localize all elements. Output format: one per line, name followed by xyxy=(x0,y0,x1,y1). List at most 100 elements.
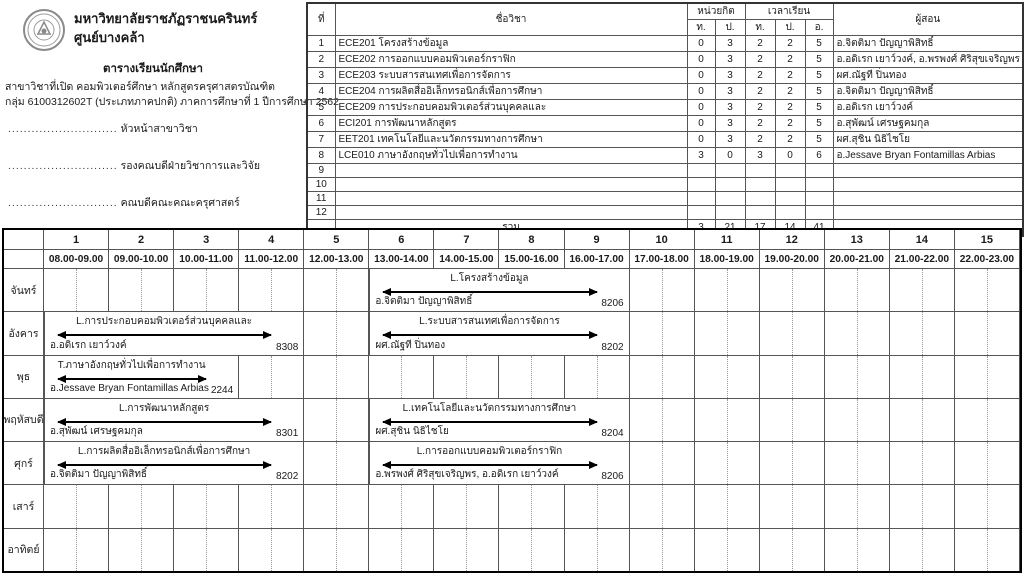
signature-dots: ............................ xyxy=(8,160,118,172)
time-cell xyxy=(695,269,760,312)
time-cell xyxy=(890,398,955,442)
course-value-3: 0 xyxy=(774,147,806,164)
period-number: 7 xyxy=(434,230,500,249)
period-number: 5 xyxy=(304,230,370,249)
subcol-self-study-hour: อ. xyxy=(804,19,834,36)
course-value-1: 3 xyxy=(714,115,746,132)
course-subject xyxy=(334,163,688,178)
course-value-2: 2 xyxy=(744,35,776,52)
time-cell xyxy=(825,485,890,528)
class-room: 8206 xyxy=(601,298,624,310)
course-value-1: 3 xyxy=(714,131,746,148)
time-cell xyxy=(434,528,500,572)
day-label: พุธ xyxy=(4,355,44,398)
day-row: อังคาร L.การประกอบคอมพิวเตอร์ส่วนบุคคลและ… xyxy=(4,312,1020,356)
time-cell xyxy=(369,485,435,528)
course-subject: ECI201 การพัฒนาหลักสูตร xyxy=(334,115,688,132)
period-number: 8 xyxy=(499,230,565,249)
period-number: 6 xyxy=(369,230,435,249)
time-cell xyxy=(630,269,695,312)
course-value-1: 3 xyxy=(714,51,746,68)
course-value-0 xyxy=(686,191,716,206)
course-value-4 xyxy=(804,163,834,178)
course-subject: ECE202 การออกแบบคอมพิวเตอร์กราฟิก xyxy=(334,51,688,68)
course-value-1: 3 xyxy=(714,67,746,84)
time-cell xyxy=(695,398,760,442)
course-no: 7 xyxy=(306,131,336,148)
period-times: 08.00-09.00 09.00-10.00 10.00-11.00 11.00-1… xyxy=(44,250,1020,268)
class-subject: L.โครงสร้างข้อมูล xyxy=(450,273,529,284)
time-cell xyxy=(890,485,955,528)
period-number: 12 xyxy=(760,230,825,249)
course-value-3: 2 xyxy=(774,115,806,132)
course-instructor: อ.สุพัฒน์ เศรษฐคมกุล xyxy=(832,115,1024,132)
class-instructor: อ.จิตติมา ปัญญาพิสิทธิ์ xyxy=(375,296,473,308)
course-value-0: 0 xyxy=(686,51,716,68)
class-subject: L.การประกอบคอมพิวเตอร์ส่วนบุคคลและ xyxy=(76,316,253,328)
course-value-1 xyxy=(714,205,746,220)
class-duration-arrow xyxy=(382,417,598,426)
class-instructor: อ.จิตติมา ปัญญาพิสิทธิ์ xyxy=(50,469,148,481)
day-label: พฤหัสบดี xyxy=(3,398,44,442)
period-number: 15 xyxy=(955,230,1020,249)
document-title: ตารางเรียนนักศึกษา xyxy=(102,63,203,75)
time-cell xyxy=(825,355,890,399)
class-room: 8204 xyxy=(601,428,624,440)
time-cell xyxy=(239,355,305,399)
course-subject: ECE209 การประกอบคอมพิวเตอร์ส่วนบุคคลและ xyxy=(334,99,688,116)
university-name-line: มหาวิทยาลัยราชภัฏราชนครินทร์ xyxy=(74,11,258,26)
course-instructor: อ.จิตติมา ปัญญาพิสิทธิ์ xyxy=(832,83,1024,100)
period-number: 3 xyxy=(174,230,240,249)
day-row: ศุกร์ L.การผลิตสื่ออิเล็กทรอนิกส์เพื่อการ… xyxy=(4,442,1020,486)
course-instructor: อ.อดิเรก เยาว์วงค์, อ.พรพงศ์ ศิริสุขเจริ… xyxy=(832,51,1024,68)
period-time: 14.00-15.00 xyxy=(434,250,500,268)
course-value-1 xyxy=(714,177,746,192)
time-cell xyxy=(695,442,760,485)
course-table-header-row: ที่ ชื่อวิชา หน่วยกิต เวลาเรียน ผู้สอน xyxy=(306,2,1024,36)
period-time: 16.00-17.00 xyxy=(565,250,630,268)
time-cell xyxy=(499,528,565,572)
period-time: 10.00-11.00 xyxy=(174,250,240,268)
course-no: 9 xyxy=(306,163,336,178)
time-cell xyxy=(695,485,760,528)
period-number: 10 xyxy=(630,230,695,249)
course-subject xyxy=(334,191,688,206)
time-cell xyxy=(825,442,890,485)
course-instructor xyxy=(832,191,1024,206)
time-cell xyxy=(760,312,825,355)
course-subject: EET201 เทคโนโลยีและนวัตกรรมทางการศึกษา xyxy=(334,131,688,148)
time-cell xyxy=(369,528,435,572)
class-duration-arrow xyxy=(382,331,598,340)
period-number: 13 xyxy=(825,230,890,249)
course-row: 8 LCE010 ภาษาอังกฤษทั่วไปเพื่อการทำงาน 3 0 3… xyxy=(306,147,1024,164)
course-instructor: อ.จิตติมา ปัญญาพิสิทธิ์ xyxy=(832,35,1024,52)
class-instructor: อ.สุพัฒน์ เศรษฐคมกุล xyxy=(50,426,143,438)
period-number-row: 1 2 3 4 5 6 7 8 9 10 11 12 13 14 15 xyxy=(4,230,1020,250)
class-duration-arrow xyxy=(56,417,273,426)
period-time: 09.00-10.00 xyxy=(109,250,175,268)
course-value-3: 2 xyxy=(774,83,806,100)
course-value-2: 2 xyxy=(744,51,776,68)
time-cell xyxy=(695,355,760,399)
course-value-3 xyxy=(774,191,806,206)
class-instructor: อ.อดิเรก เยาว์วงค์ xyxy=(50,339,127,351)
course-list-table: ที่ ชื่อวิชา หน่วยกิต เวลาเรียน ผู้สอน ท… xyxy=(306,2,1024,237)
class-instructor: ผศ.ณัฐที ปิ่นทอง xyxy=(375,339,446,351)
day-row: อาทิตย์ xyxy=(4,528,1020,572)
time-cell xyxy=(695,528,760,572)
course-value-2 xyxy=(744,205,776,220)
course-subject xyxy=(334,205,688,220)
day-label: ศุกร์ xyxy=(4,442,44,485)
time-cell xyxy=(630,485,695,528)
time-cell xyxy=(825,269,890,312)
course-value-4: 5 xyxy=(804,35,834,52)
time-cell xyxy=(565,355,630,399)
course-value-2 xyxy=(744,191,776,206)
course-no: 1 xyxy=(306,35,336,52)
class-room: 8308 xyxy=(276,341,299,353)
time-cell xyxy=(890,355,955,399)
time-cell xyxy=(239,528,305,572)
time-cell xyxy=(304,398,370,442)
time-cell xyxy=(760,442,825,485)
time-cell xyxy=(44,485,110,528)
